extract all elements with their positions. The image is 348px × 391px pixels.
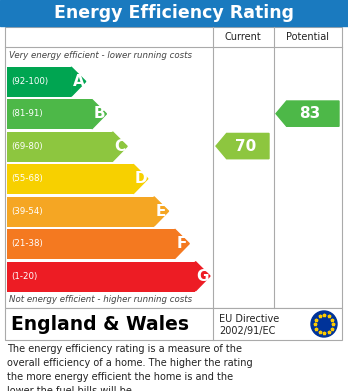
Polygon shape <box>276 101 339 126</box>
Text: 70: 70 <box>235 138 256 154</box>
Polygon shape <box>71 67 86 97</box>
Text: Current: Current <box>224 32 261 42</box>
Text: (21-38): (21-38) <box>11 239 43 248</box>
Text: F: F <box>177 236 187 251</box>
Bar <box>5 27 342 308</box>
Text: (39-54): (39-54) <box>11 207 42 216</box>
Bar <box>5 308 342 340</box>
Bar <box>7 164 133 194</box>
Text: England & Wales: England & Wales <box>11 314 189 334</box>
Text: (81-91): (81-91) <box>11 109 42 118</box>
Text: 2002/91/EC: 2002/91/EC <box>219 326 275 336</box>
Bar <box>7 262 196 292</box>
Polygon shape <box>92 99 106 129</box>
Bar <box>7 229 175 259</box>
Text: Not energy efficient - higher running costs: Not energy efficient - higher running co… <box>9 296 192 305</box>
Text: G: G <box>197 269 209 283</box>
Text: (55-68): (55-68) <box>11 174 43 183</box>
Polygon shape <box>196 262 210 291</box>
Text: Energy Efficiency Rating: Energy Efficiency Rating <box>54 4 294 22</box>
Bar <box>0 0 348 26</box>
Circle shape <box>311 311 337 337</box>
Bar <box>7 197 154 227</box>
Text: D: D <box>134 171 147 186</box>
Polygon shape <box>175 229 189 258</box>
Text: The energy efficiency rating is a measure of the
overall efficiency of a home. T: The energy efficiency rating is a measur… <box>7 344 253 391</box>
Text: C: C <box>114 139 125 154</box>
Text: A: A <box>72 74 84 89</box>
Text: (1-20): (1-20) <box>11 271 37 280</box>
Polygon shape <box>133 164 148 194</box>
Text: (69-80): (69-80) <box>11 142 42 151</box>
Text: EU Directive: EU Directive <box>219 314 279 324</box>
Bar <box>7 99 92 129</box>
Polygon shape <box>112 132 127 161</box>
Text: (92-100): (92-100) <box>11 77 48 86</box>
Bar <box>7 132 112 162</box>
Polygon shape <box>154 197 168 226</box>
Bar <box>7 67 71 97</box>
Text: Very energy efficient - lower running costs: Very energy efficient - lower running co… <box>9 52 192 61</box>
Text: 83: 83 <box>300 106 321 121</box>
Text: E: E <box>156 204 166 219</box>
Text: Potential: Potential <box>286 32 329 42</box>
Text: B: B <box>93 106 105 121</box>
Polygon shape <box>216 133 269 159</box>
